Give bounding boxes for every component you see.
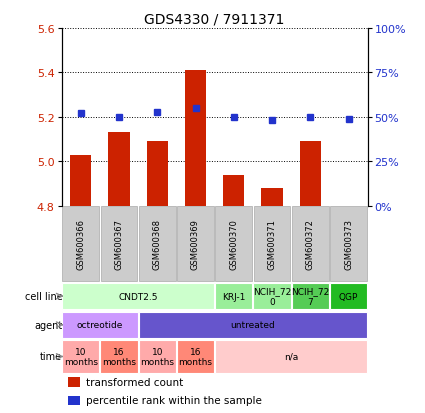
Bar <box>62 341 99 373</box>
Bar <box>62 312 138 338</box>
Text: 10
months: 10 months <box>64 347 98 366</box>
Bar <box>62 283 214 310</box>
Bar <box>330 207 367 281</box>
Text: 16
months: 16 months <box>102 347 136 366</box>
Text: cell line: cell line <box>25 292 62 301</box>
Bar <box>292 283 329 310</box>
Text: 16
months: 16 months <box>178 347 212 366</box>
Bar <box>185 71 206 206</box>
Bar <box>223 175 244 206</box>
Text: transformed count: transformed count <box>86 377 183 387</box>
Bar <box>215 341 367 373</box>
Text: percentile rank within the sample: percentile rank within the sample <box>86 396 262 406</box>
Text: NCIH_72
7: NCIH_72 7 <box>291 287 329 306</box>
Bar <box>139 341 176 373</box>
Bar <box>261 188 283 206</box>
Bar <box>177 341 214 373</box>
Text: time: time <box>40 351 62 362</box>
Text: untreated: untreated <box>230 320 275 330</box>
Bar <box>215 283 252 310</box>
Bar <box>330 283 367 310</box>
Bar <box>62 207 99 281</box>
Text: octreotide: octreotide <box>76 320 123 330</box>
Text: 10
months: 10 months <box>140 347 174 366</box>
Bar <box>292 207 329 281</box>
Text: GSM600368: GSM600368 <box>153 219 162 270</box>
Bar <box>147 142 168 206</box>
Bar <box>254 207 290 281</box>
Bar <box>68 377 80 387</box>
Bar <box>101 207 137 281</box>
Text: CNDT2.5: CNDT2.5 <box>119 292 158 301</box>
Bar <box>215 207 252 281</box>
Bar <box>70 155 91 206</box>
Text: GSM600370: GSM600370 <box>229 219 238 270</box>
Text: GSM600367: GSM600367 <box>114 219 124 270</box>
Text: GSM600366: GSM600366 <box>76 219 85 270</box>
Bar <box>300 142 321 206</box>
Text: n/a: n/a <box>284 352 298 361</box>
Bar <box>139 207 176 281</box>
Bar <box>68 396 80 406</box>
Text: QGP: QGP <box>339 292 358 301</box>
Bar <box>108 133 130 206</box>
Bar <box>139 312 367 338</box>
Bar <box>177 207 214 281</box>
Text: GSM600373: GSM600373 <box>344 219 353 270</box>
Text: GSM600371: GSM600371 <box>267 219 277 270</box>
Text: KRJ-1: KRJ-1 <box>222 292 245 301</box>
Text: GSM600369: GSM600369 <box>191 219 200 270</box>
Text: agent: agent <box>34 320 62 330</box>
Text: GSM600372: GSM600372 <box>306 219 315 270</box>
Text: NCIH_72
0: NCIH_72 0 <box>253 287 291 306</box>
Bar <box>253 283 291 310</box>
Bar <box>100 341 138 373</box>
Title: GDS4330 / 7911371: GDS4330 / 7911371 <box>144 12 285 26</box>
